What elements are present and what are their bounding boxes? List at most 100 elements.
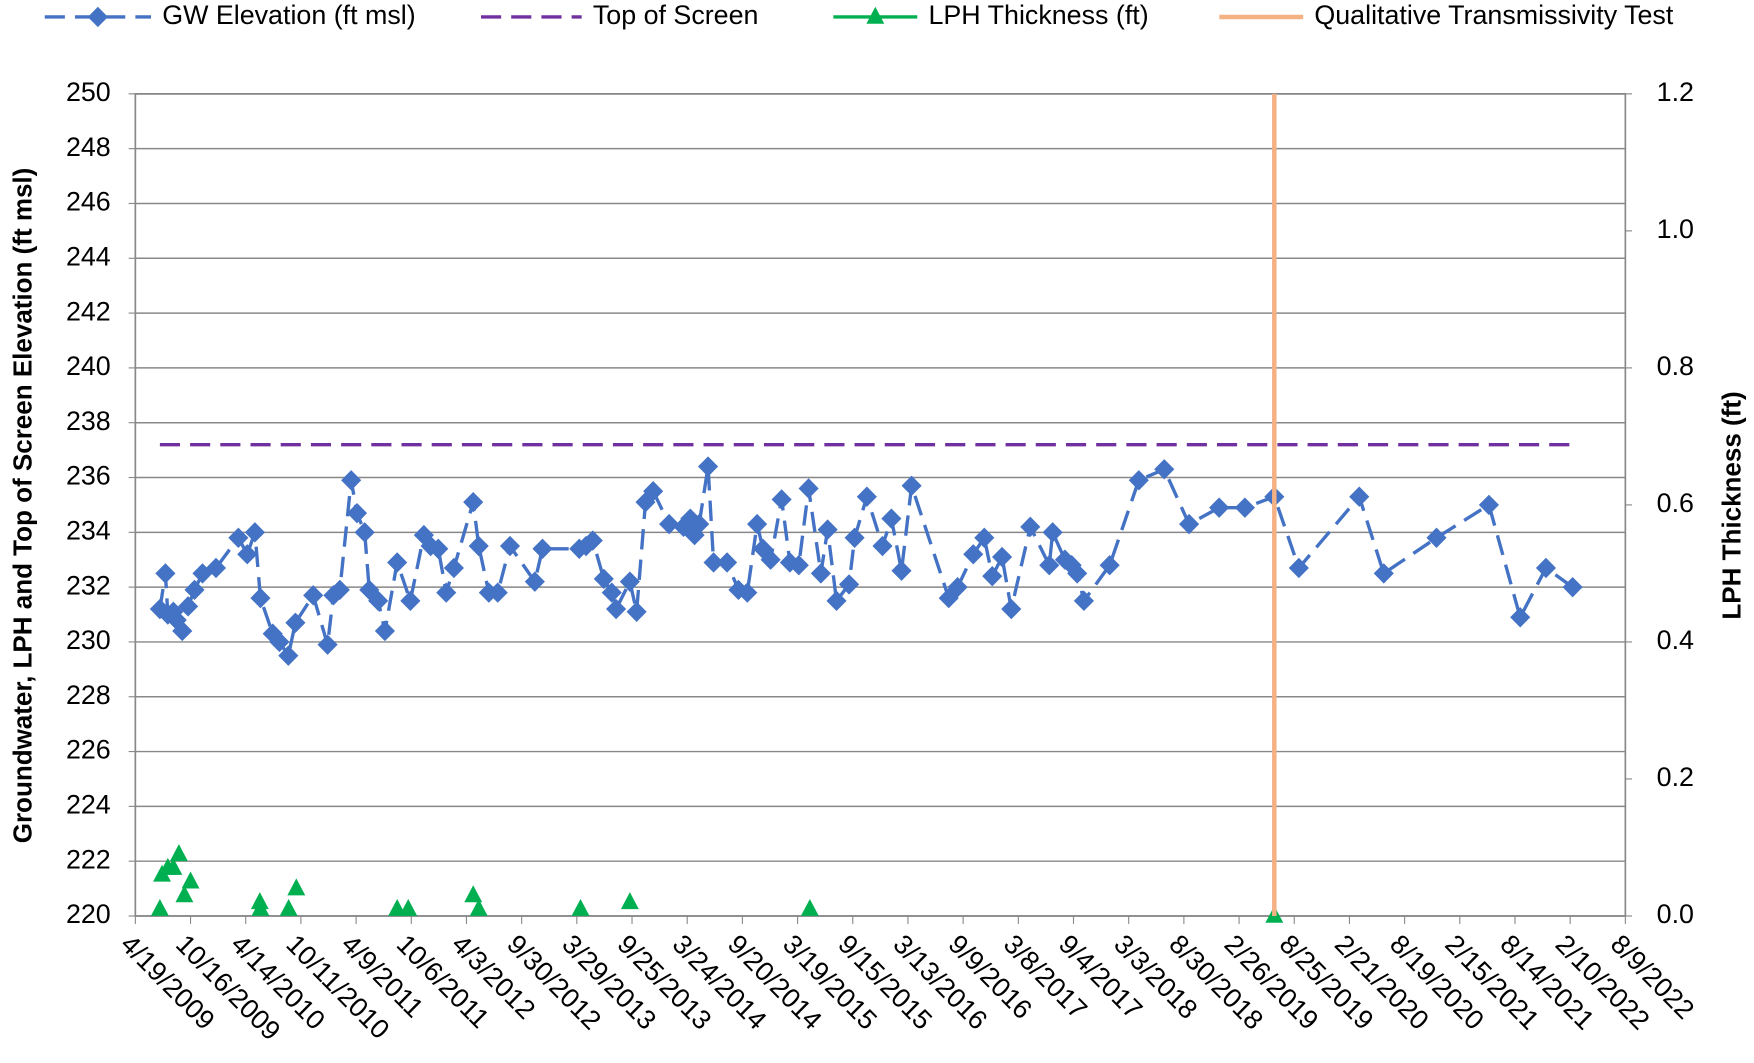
diamond-marker <box>192 563 213 584</box>
diamond-marker <box>974 527 995 548</box>
triangle-marker <box>175 885 194 903</box>
diamond-marker <box>1001 598 1022 620</box>
diamond-marker <box>374 620 395 642</box>
diamond-marker <box>947 576 968 598</box>
y-tick-label: 240 <box>66 351 111 381</box>
y-tick-label: 248 <box>66 132 111 162</box>
diamond-marker <box>400 590 421 612</box>
diamond-marker <box>1073 590 1094 612</box>
y-tick-label: 244 <box>66 241 111 271</box>
diamond-marker <box>1373 563 1394 584</box>
diamond-marker <box>269 631 290 653</box>
triangle-marker <box>464 885 483 903</box>
diamond-marker <box>1179 513 1200 535</box>
diamond-marker <box>244 522 265 543</box>
diamond-marker <box>1426 527 1447 548</box>
diamond-marker <box>697 456 719 477</box>
y-tick-label: 224 <box>66 789 111 819</box>
triangle-marker <box>279 898 298 916</box>
triangle-marker <box>620 892 639 910</box>
diamond-marker <box>659 513 680 535</box>
triangle-marker <box>571 898 590 916</box>
y2-tick-label: 0.0 <box>1657 899 1694 929</box>
diamond-marker <box>760 549 781 570</box>
diamond-marker <box>303 585 324 606</box>
diamond-marker <box>1510 607 1531 628</box>
triangle-marker <box>251 898 270 916</box>
triangle-marker <box>399 898 418 916</box>
diamond-marker <box>205 557 227 579</box>
diamond-marker <box>463 492 484 513</box>
diamond-marker <box>354 522 375 543</box>
diamond-marker <box>532 538 553 559</box>
diamond-marker <box>285 612 306 633</box>
diamond-marker <box>237 544 258 565</box>
legend-label: Qualitative Transmissivity Test <box>1314 0 1673 30</box>
diamond-marker <box>619 571 640 592</box>
diamond-marker <box>817 519 838 540</box>
triangle-marker <box>469 898 488 916</box>
y2-tick-label: 0.2 <box>1657 762 1694 792</box>
legend-label: GW Elevation (ft msl) <box>162 0 416 30</box>
triangle-marker <box>169 844 188 862</box>
y-tick-label: 230 <box>66 625 111 655</box>
diamond-marker <box>468 535 489 557</box>
diamond-marker <box>771 489 792 510</box>
diamond-marker <box>1562 576 1583 598</box>
diamond-marker <box>626 601 647 622</box>
diamond-marker <box>228 527 249 548</box>
diamond-marker <box>1154 459 1175 480</box>
diamond-marker <box>1020 516 1041 538</box>
diamond-marker <box>982 565 1003 587</box>
diamond-marker <box>582 530 603 551</box>
triangle-marker <box>164 857 183 875</box>
diamond-marker <box>499 535 521 557</box>
diamond-marker <box>963 544 984 565</box>
diamond-marker <box>1234 497 1255 518</box>
diamond-marker <box>1209 497 1230 518</box>
diamond-marker <box>524 571 545 592</box>
y-tick-label: 238 <box>66 406 111 436</box>
diamond-marker <box>593 568 614 590</box>
triangle-marker <box>800 898 819 916</box>
y-tick-label: 222 <box>66 844 111 874</box>
diamond-marker <box>643 481 664 502</box>
diamond-marker <box>346 502 368 524</box>
y-tick-label: 228 <box>66 680 111 710</box>
y-tick-label: 242 <box>66 296 111 326</box>
diamond-marker <box>810 563 831 584</box>
triangle-marker <box>287 878 306 896</box>
diamond-marker <box>747 513 768 535</box>
diamond-marker <box>1039 555 1060 576</box>
y2-tick-label: 0.6 <box>1657 488 1694 518</box>
diamond-marker <box>798 478 819 499</box>
y-tick-label: 250 <box>66 77 111 107</box>
diamond-marker <box>341 470 362 491</box>
diamond-marker <box>1042 522 1063 543</box>
legend-label: LPH Thickness (ft) <box>928 0 1148 30</box>
diamond-marker <box>1349 486 1370 507</box>
diamond-marker <box>178 596 199 617</box>
triangle-marker <box>866 6 885 24</box>
diamond-marker <box>443 557 464 579</box>
diamond-marker <box>1099 555 1120 576</box>
diamond-marker <box>872 535 893 557</box>
diamond-marker <box>1535 557 1557 579</box>
diamond-marker <box>1067 563 1088 584</box>
triangle-marker <box>150 898 169 916</box>
diamond-marker <box>387 552 408 573</box>
diamond-marker <box>788 555 809 576</box>
diamond-marker <box>992 546 1013 568</box>
diamond-marker <box>891 560 912 581</box>
y2-tick-label: 0.8 <box>1657 351 1694 381</box>
triangle-marker <box>181 871 200 889</box>
diamond-marker <box>368 590 389 612</box>
diamond-marker <box>250 587 271 609</box>
y-tick-label: 220 <box>66 899 111 929</box>
y2-tick-label: 0.4 <box>1657 625 1694 655</box>
diamond-marker <box>278 645 299 666</box>
diamond-marker <box>329 579 350 601</box>
diamond-marker <box>826 590 847 612</box>
y-tick-label: 234 <box>66 515 111 545</box>
